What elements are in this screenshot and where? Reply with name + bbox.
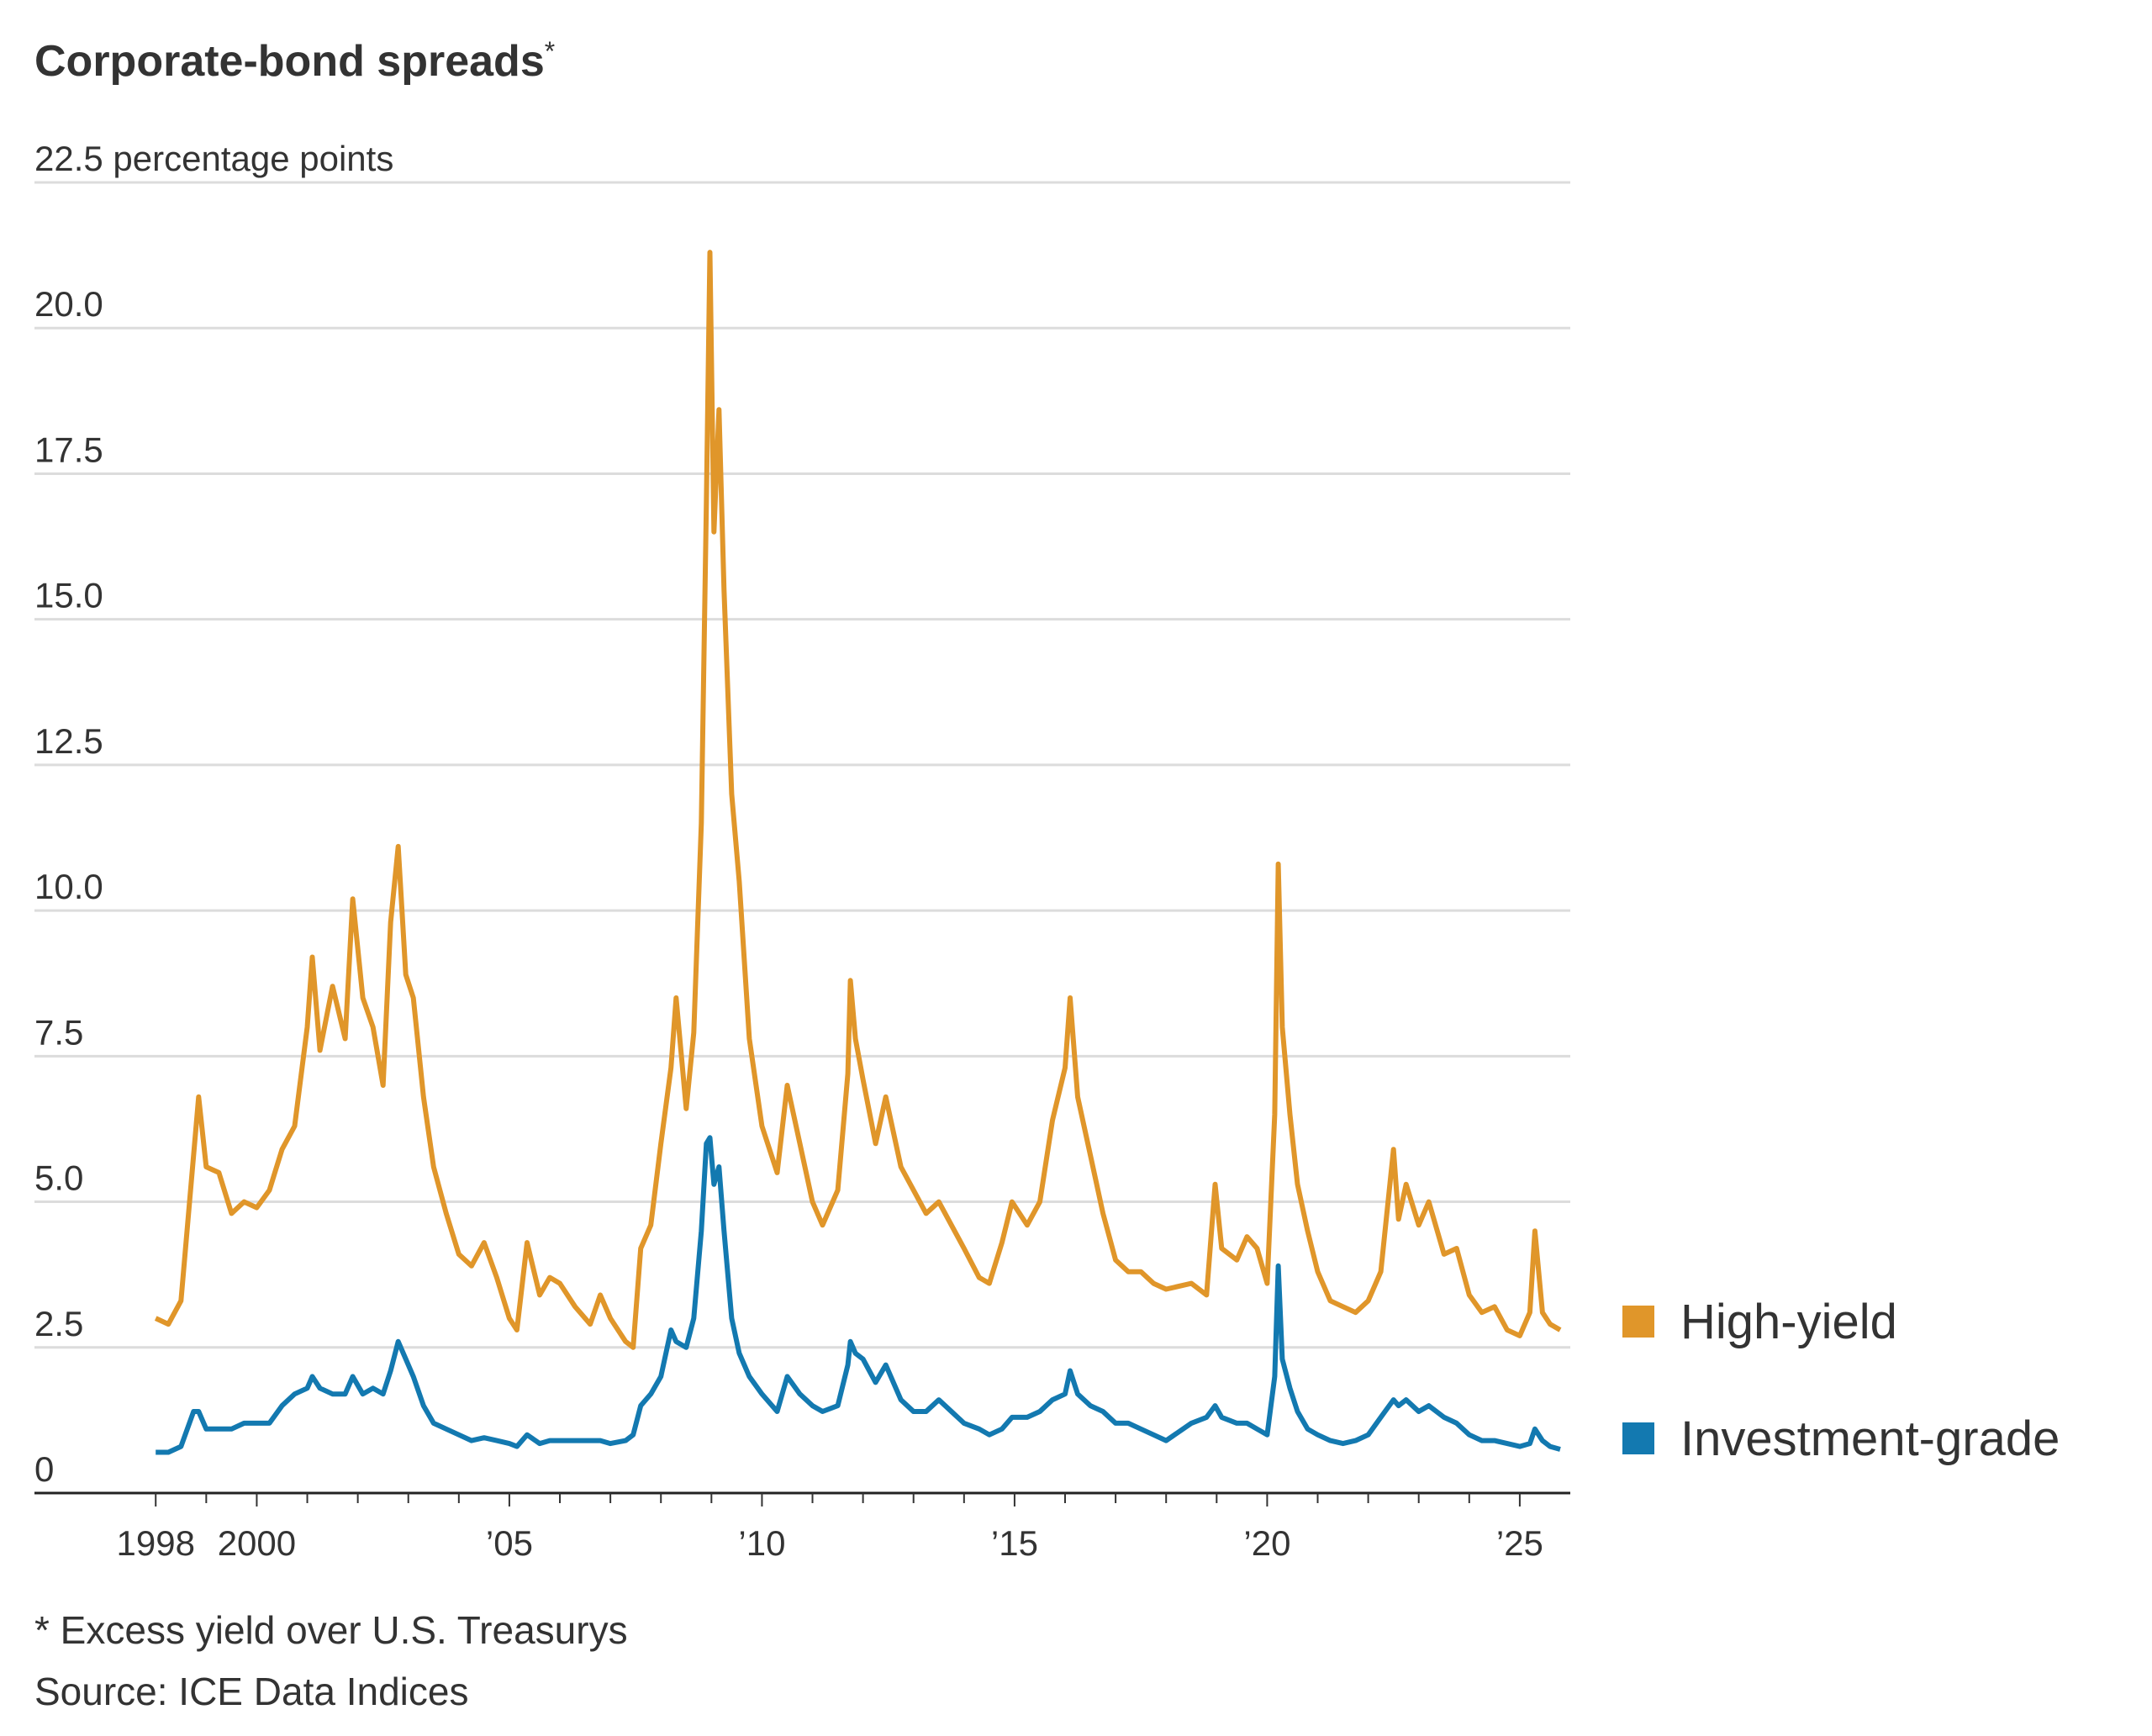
x-tick-label: ’05 <box>486 1523 533 1563</box>
x-tick-label: 2000 <box>218 1523 296 1563</box>
y-tick-label: 10.0 <box>34 867 103 906</box>
legend-label: High-yield <box>1680 1295 1897 1349</box>
footnote: * Excess yield over U.S. Treasurys <box>34 1608 628 1652</box>
y-tick-label: 7.5 <box>34 1012 83 1052</box>
y-tick-label: 20.0 <box>34 284 103 324</box>
series-line <box>156 1135 1561 1455</box>
series-line <box>154 250 1562 1350</box>
legend-swatch <box>1622 1422 1654 1454</box>
y-tick-label: 12.5 <box>34 721 103 761</box>
chart-title: Corporate-bond spreads* <box>34 36 555 86</box>
y-tick-label: 22.5 percentage points <box>34 139 393 178</box>
title-marker: * <box>545 36 555 66</box>
y-tick-label: 0 <box>34 1449 54 1489</box>
y-tick-label: 5.0 <box>34 1158 83 1198</box>
source: Source: ICE Data Indices <box>34 1670 468 1713</box>
y-tick-label: 15.0 <box>34 576 103 615</box>
legend-swatch <box>1622 1306 1654 1338</box>
x-tick-label: 1998 <box>117 1523 195 1563</box>
y-tick-label: 2.5 <box>34 1304 83 1343</box>
y-tick-label: 17.5 <box>34 430 103 469</box>
x-tick-label: ’10 <box>738 1523 785 1563</box>
legend-label: Investment-grade <box>1680 1411 2060 1466</box>
x-tick-label: ’25 <box>1496 1523 1543 1563</box>
x-tick-label: ’15 <box>991 1523 1038 1563</box>
x-tick-label: ’20 <box>1243 1523 1290 1563</box>
title-text: Corporate-bond spreads <box>34 37 545 86</box>
